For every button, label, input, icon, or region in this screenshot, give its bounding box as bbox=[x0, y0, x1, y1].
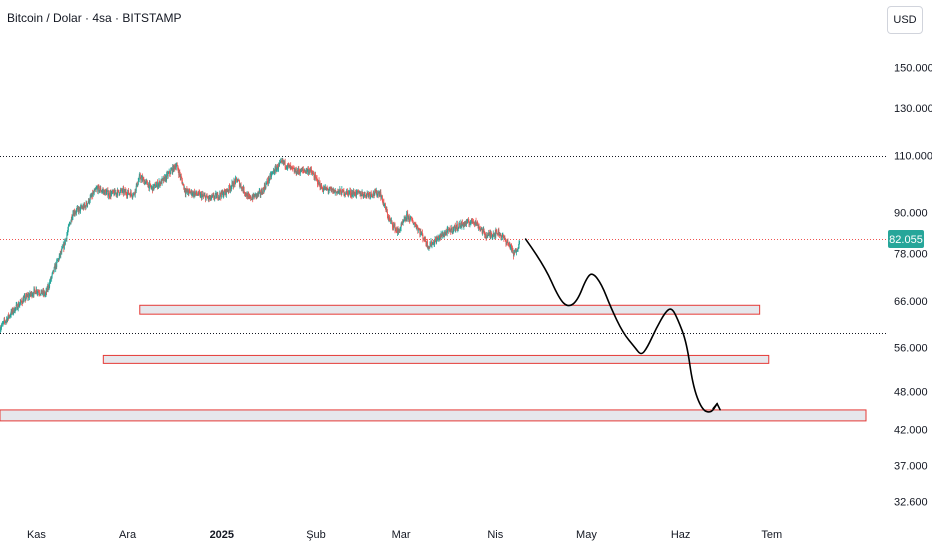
y-tick-label: 66.000 bbox=[894, 296, 928, 308]
candle-body bbox=[128, 190, 129, 194]
candle-body bbox=[269, 175, 270, 180]
y-tick-label: 90.000 bbox=[894, 208, 928, 220]
candle-body bbox=[86, 203, 87, 206]
candle-body bbox=[138, 181, 139, 184]
x-tick-label: Mar bbox=[392, 529, 411, 541]
candle-body bbox=[292, 167, 293, 168]
candle-body bbox=[156, 187, 157, 188]
x-tick-label: 2025 bbox=[210, 529, 234, 541]
y-tick-label: 110.000 bbox=[894, 151, 932, 163]
candle-body bbox=[452, 227, 453, 232]
candle-body bbox=[241, 184, 242, 187]
y-tick-label: 32.600 bbox=[894, 497, 928, 509]
candle-body bbox=[451, 230, 452, 233]
candle-body bbox=[484, 230, 485, 232]
y-tick-label: 78.000 bbox=[894, 248, 928, 260]
x-tick-label: Şub bbox=[306, 529, 326, 541]
candle-body bbox=[68, 226, 69, 230]
candle-body bbox=[285, 161, 286, 167]
last-price-label: 82.055 bbox=[889, 234, 923, 246]
x-tick-label: Haz bbox=[671, 529, 691, 541]
candle-body bbox=[90, 197, 91, 201]
support-zone[interactable] bbox=[0, 410, 866, 421]
x-tick-label: Tem bbox=[761, 529, 782, 541]
candle-body bbox=[387, 212, 388, 216]
candle-body bbox=[303, 169, 304, 170]
candle-body bbox=[519, 241, 520, 242]
candle-body bbox=[54, 267, 55, 272]
candle-body bbox=[485, 234, 486, 237]
candle-body bbox=[94, 191, 95, 193]
candle-body bbox=[65, 240, 66, 244]
x-tick-label: Ara bbox=[119, 529, 137, 541]
y-tick-label: 42.000 bbox=[894, 425, 928, 437]
x-tick-label: May bbox=[576, 529, 597, 541]
candle-body bbox=[19, 304, 20, 305]
support-zone[interactable] bbox=[103, 355, 768, 363]
y-tick-label: 37.000 bbox=[894, 461, 928, 473]
candle-body bbox=[147, 182, 148, 185]
currency-button[interactable]: USD bbox=[887, 6, 923, 34]
candle-body bbox=[371, 194, 372, 196]
x-tick-label: Kas bbox=[27, 529, 46, 541]
y-tick-label: 48.000 bbox=[894, 387, 928, 399]
candle-body bbox=[458, 224, 459, 227]
candle-body bbox=[118, 190, 119, 192]
badge-layer: 82.055 bbox=[888, 230, 924, 248]
candle-body bbox=[496, 231, 497, 233]
candle-body bbox=[403, 221, 404, 222]
candle-body bbox=[422, 235, 423, 239]
candle-body bbox=[365, 192, 366, 195]
candle-body bbox=[347, 191, 348, 192]
support-zone[interactable] bbox=[140, 305, 760, 314]
candle-body bbox=[216, 195, 217, 198]
candle-body bbox=[70, 221, 71, 224]
y-tick-label: 56.000 bbox=[894, 343, 928, 355]
y-tick-label: 150.000 bbox=[894, 62, 932, 74]
y-axis[interactable]: 150.000 130.000 110.000 90.000 78.000 66.000 5… bbox=[866, 0, 932, 550]
candle-body bbox=[236, 178, 237, 179]
candle-body bbox=[432, 244, 433, 245]
candle-body bbox=[141, 178, 142, 181]
candle-body bbox=[139, 176, 140, 180]
x-tick-label: Nis bbox=[487, 529, 503, 541]
y-tick-label: 130.000 bbox=[894, 103, 932, 115]
candle-body bbox=[170, 170, 171, 174]
symbol-title: Bitcoin / Dolar · 4sa · BITSTAMP bbox=[7, 11, 182, 25]
candle-body bbox=[108, 195, 109, 196]
